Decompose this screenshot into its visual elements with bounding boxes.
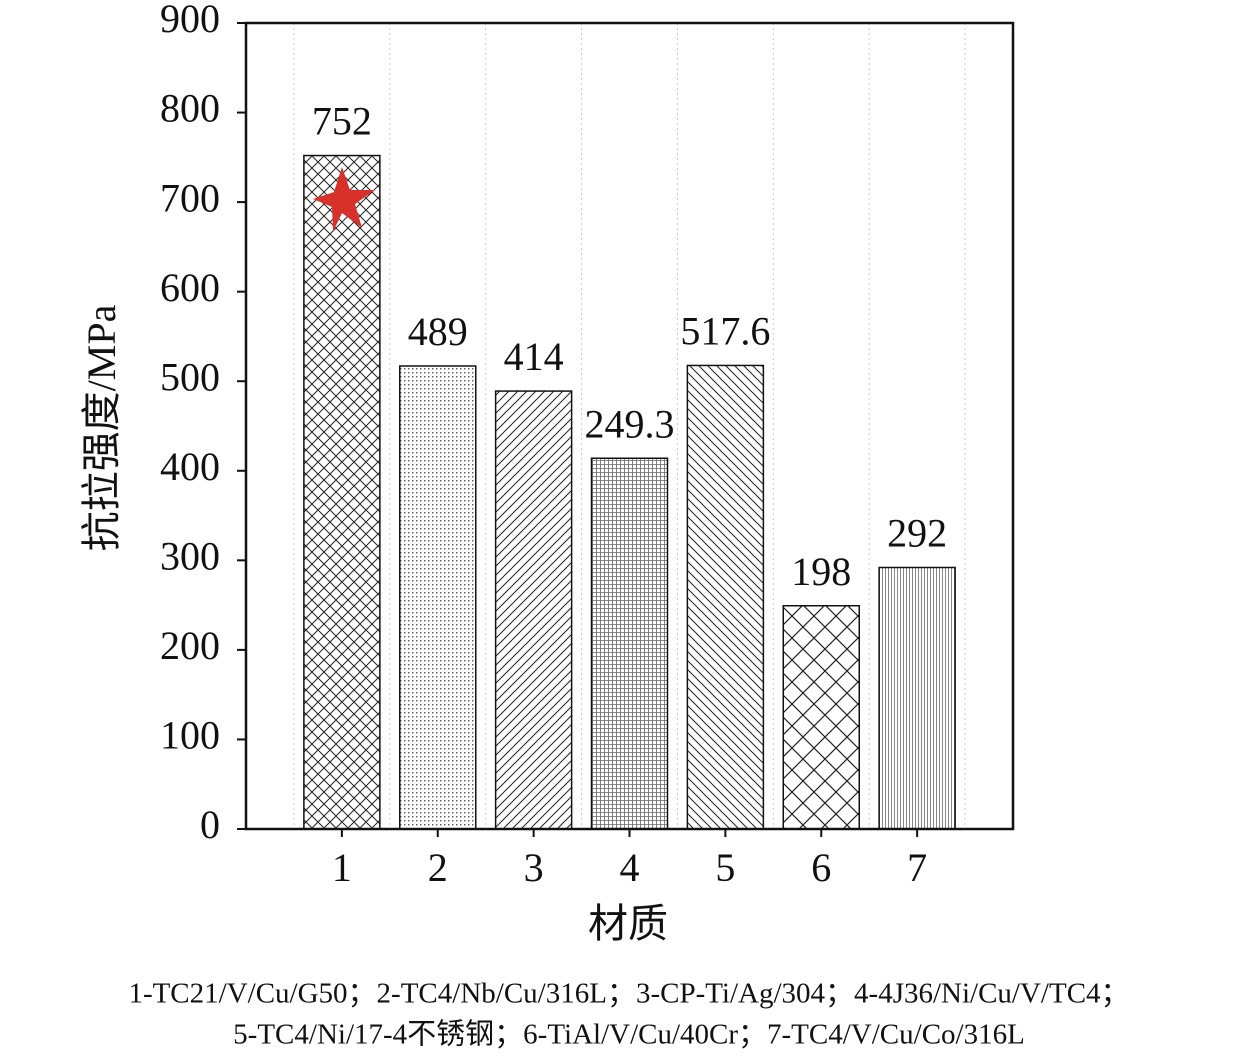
bar-annotation: 249.3	[585, 401, 675, 446]
y-tick-label: 500	[160, 354, 220, 399]
y-tick-label: 700	[160, 175, 220, 220]
y-tick-label: 200	[160, 623, 220, 668]
plot-frame	[244, 21, 1015, 831]
bar-annotation: 489	[408, 309, 468, 354]
y-tick-label: 300	[160, 534, 220, 579]
x-tick-label: 7	[907, 845, 927, 890]
y-tick-label: 400	[160, 444, 220, 489]
x-tick-label: 2	[428, 845, 448, 890]
bar	[494, 390, 573, 830]
y-tick-label: 600	[160, 265, 220, 310]
x-tick-label: 3	[524, 845, 544, 890]
y-tick-label: 100	[160, 713, 220, 758]
y-tick-label: 0	[200, 802, 220, 847]
bar	[878, 566, 956, 830]
star-marker	[313, 167, 375, 232]
bar	[686, 364, 765, 830]
y-tick-label: 900	[160, 0, 220, 41]
bar-annotation: 517.6	[680, 309, 770, 354]
caption: 1-TC21/V/Cu/G50；2-TC4/Nb/Cu/316L；3-CP-Ti…	[128, 978, 1129, 1010]
bar-annotation: 198	[791, 549, 851, 594]
bar	[590, 457, 669, 830]
bar-annotation: 752	[312, 99, 372, 144]
x-tick-label: 4	[620, 845, 640, 890]
x-tick-label: 5	[715, 845, 735, 890]
x-tick-label: 6	[811, 845, 831, 890]
y-tick-label: 800	[160, 86, 220, 131]
bar	[399, 365, 477, 830]
bar-annotation: 414	[504, 334, 564, 379]
y-axis-label: 抗拉强度/MPa	[79, 304, 124, 551]
x-tick-label: 1	[332, 845, 352, 890]
bar	[303, 154, 381, 830]
caption: 5-TC4/Ni/17-4不锈钢；6-TiAl/V/Cu/40Cr；7-TC4/…	[233, 1018, 1025, 1051]
bar-annotation: 292	[887, 511, 947, 556]
x-axis-label: 材质	[588, 901, 668, 946]
bar	[782, 604, 860, 830]
